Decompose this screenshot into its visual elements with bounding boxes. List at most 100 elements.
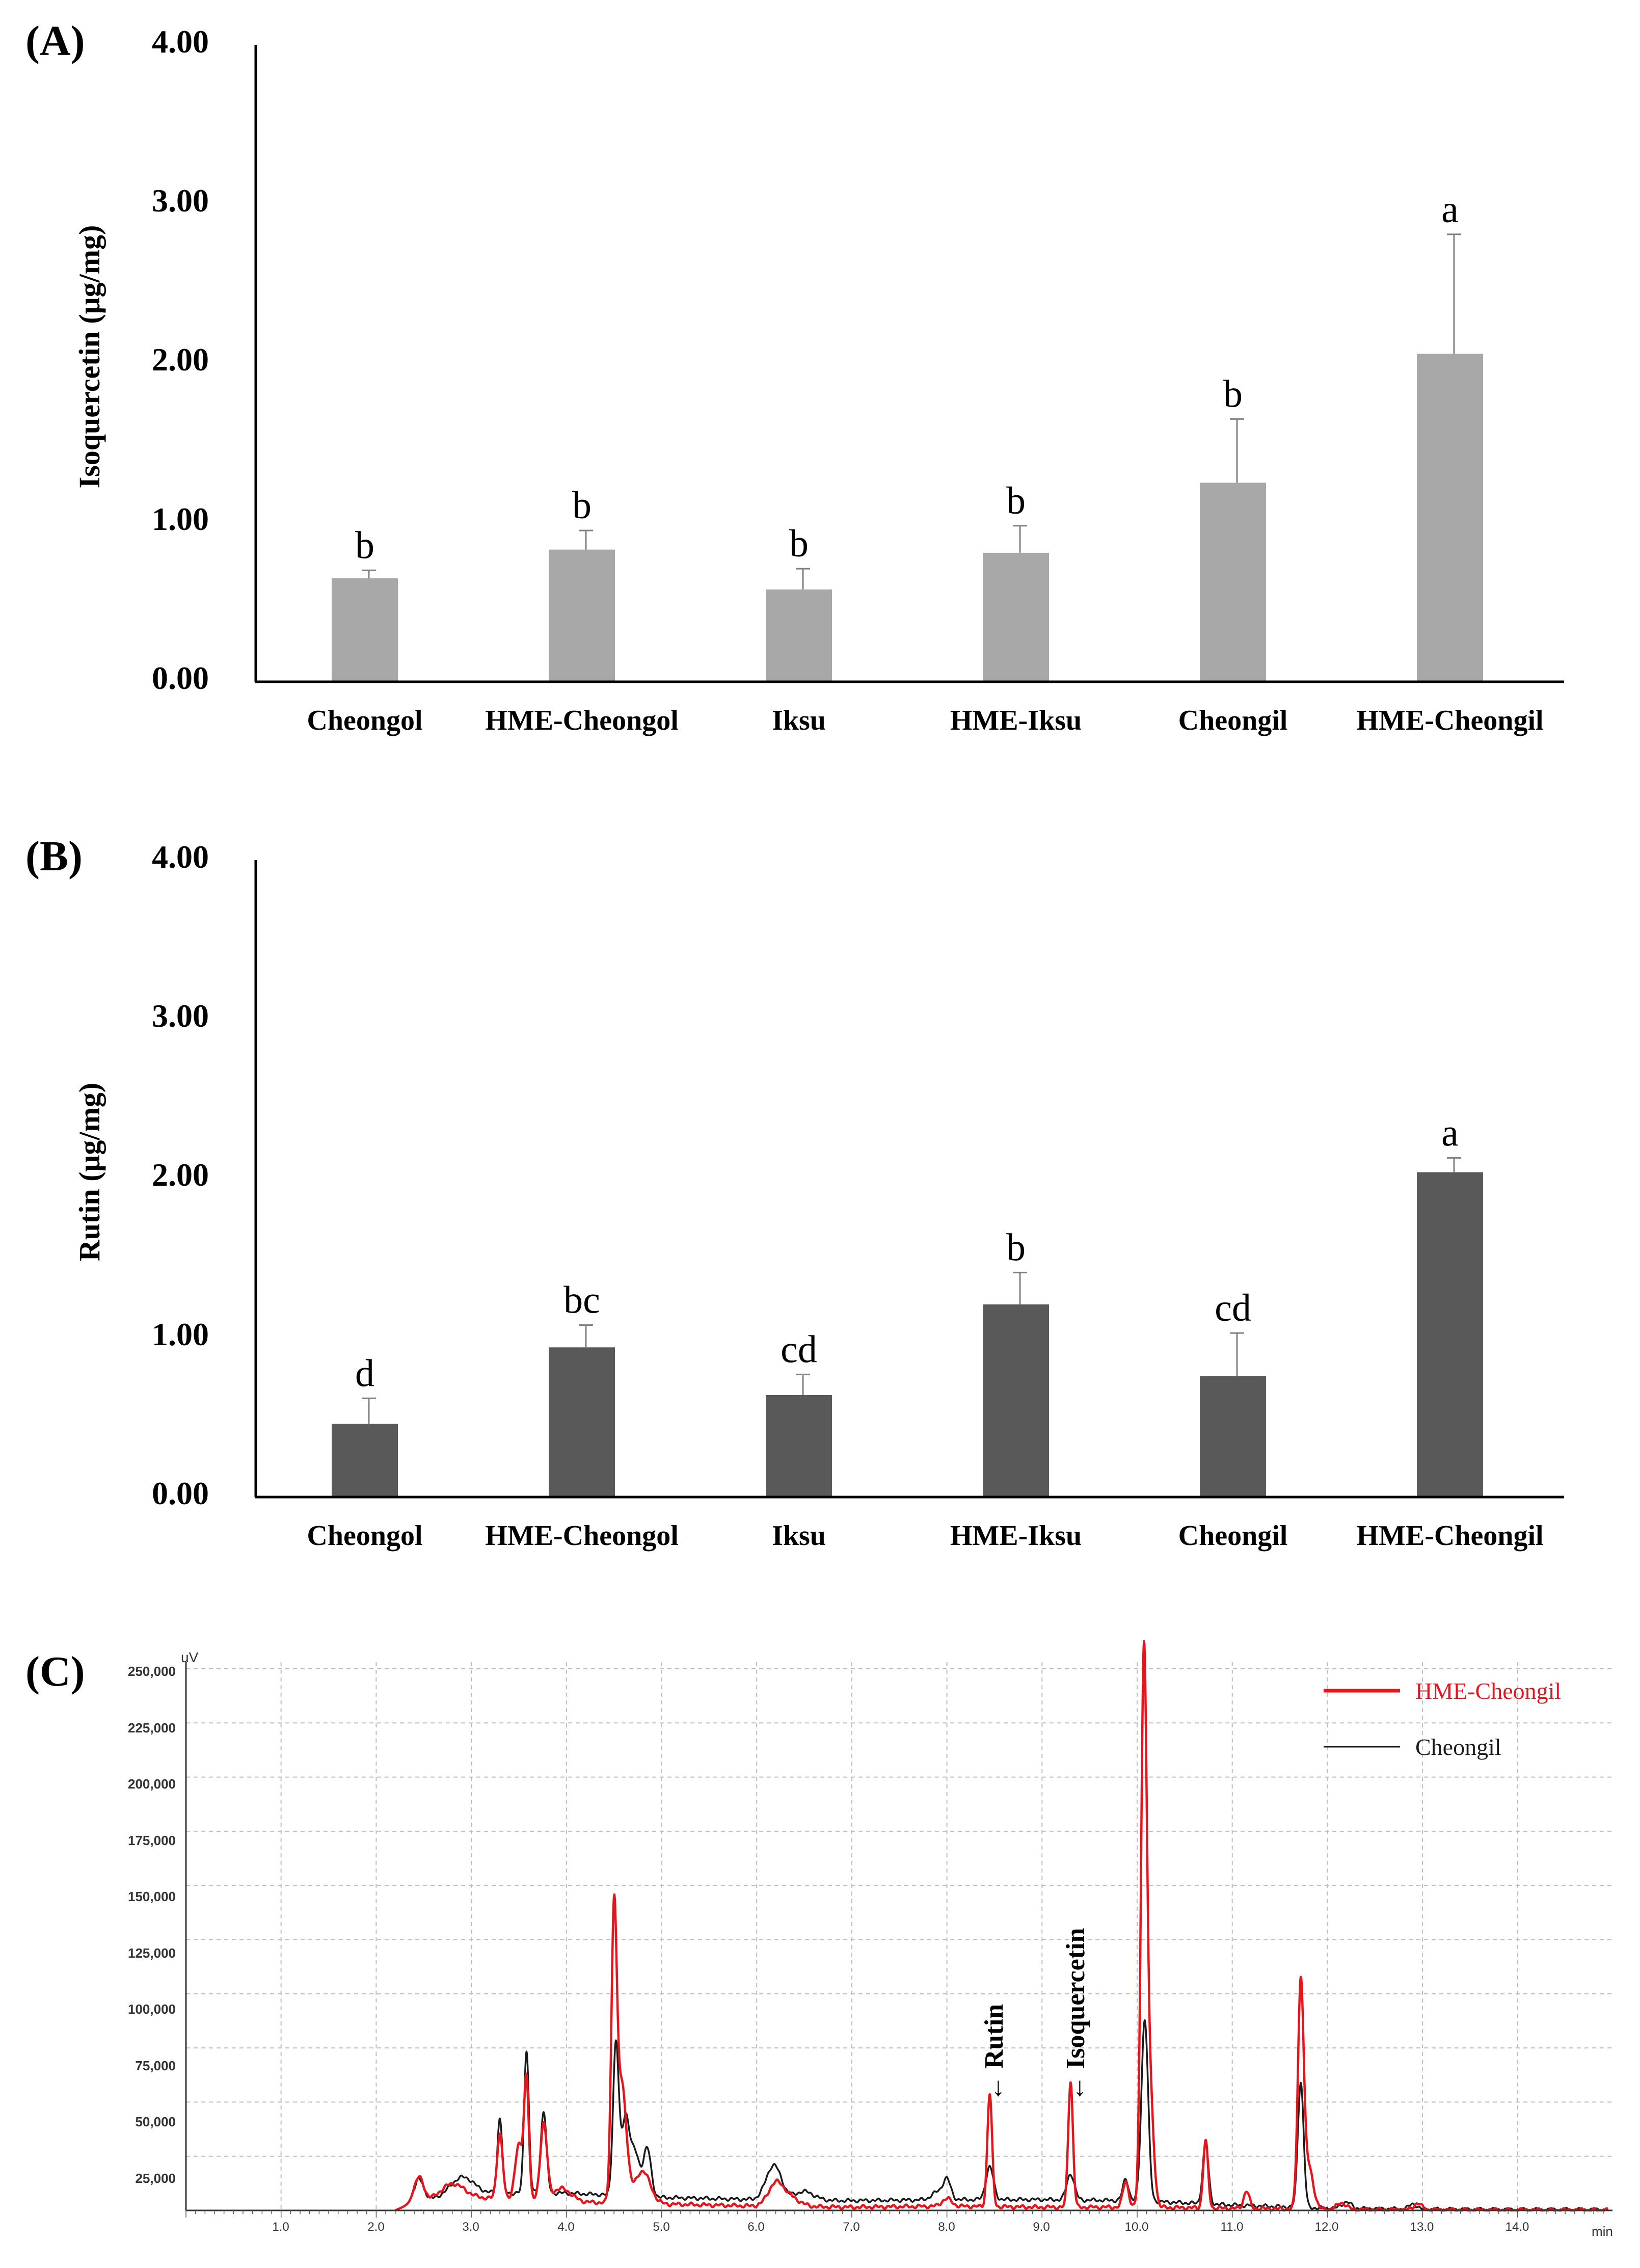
panel-b-xtick-4: Cheongil (1178, 1520, 1288, 1552)
panel-b-yticks: 0.00 1.00 2.00 3.00 4.00 (152, 839, 209, 1511)
panel-c-ytick-3: 100,000 (128, 2002, 176, 2017)
panel-b-letter-3: b (1006, 1226, 1026, 1269)
panel-b-letter-2: cd (781, 1328, 817, 1371)
panel-c-xtick-11: 12.0 (1315, 2220, 1339, 2234)
panel-c-xtick-3: 4.0 (557, 2220, 574, 2234)
panel-b-xtick-1: HME-Cheongol (485, 1520, 679, 1552)
panel-b-bar-3 (983, 1304, 1049, 1497)
panel-c-xticks: 1.0 2.0 3.0 4.0 5.0 6.0 7.0 8.0 9.0 10.0… (272, 2220, 1529, 2234)
panel-a-bar-2 (766, 589, 832, 682)
panel-c-annotation-isoquercetin: ← Isoquercetin (1061, 1928, 1090, 2102)
panel-a-letter-4: b (1223, 372, 1243, 415)
panel-c-xtick-9: 10.0 (1125, 2220, 1149, 2234)
panel-a-xtick-4: Cheongil (1178, 705, 1288, 736)
panel-a-bar-5 (1417, 354, 1483, 682)
panel-b-xtick-5: HME-Cheongil (1356, 1520, 1543, 1552)
panel-c-ytick-6: 175,000 (128, 1833, 176, 1848)
panel-b-ytick-2: 2.00 (152, 1157, 209, 1193)
panel-a-xticks: Cheongol HME-Cheongol Iksu HME-Iksu Cheo… (307, 705, 1543, 736)
panel-c-xtick-2: 3.0 (462, 2220, 479, 2234)
panel-a-bar-3 (983, 552, 1049, 682)
panel-a-ylabel: Isoquercetin (μg/mg) (73, 225, 106, 489)
panel-b-letter-0: d (355, 1352, 374, 1395)
panel-a-letters: b b b b b a (355, 188, 1459, 567)
panel-c-series-hme-cheongil-line (394, 1640, 1609, 2212)
panel-c-ytick-1: 50,000 (135, 2114, 176, 2129)
panel-b-letters: d bc cd b cd a (355, 1111, 1459, 1395)
panel-c-xtick-6: 7.0 (843, 2220, 859, 2234)
panel-a-letter-0: b (355, 524, 374, 567)
panel-c-ytick-2: 75,000 (135, 2058, 176, 2073)
panel-a-bar-1 (549, 549, 615, 682)
panel-c-label: (C) (25, 1648, 85, 1695)
panel-a-xtick-2: Iksu (772, 705, 826, 736)
panel-a-letter-1: b (572, 484, 592, 527)
panel-c-yticks: 25,000 50,000 75,000 100,000 125,000 150… (128, 1664, 176, 2186)
panel-c-annotation-rutin: ← Rutin (980, 2004, 1009, 2102)
panel-a-bar-0 (332, 578, 398, 682)
panel-c-xtick-7: 8.0 (938, 2220, 955, 2234)
panel-b-ylabel: Rutin (μg/mg) (73, 1083, 106, 1261)
panel-b-letter-1: bc (563, 1279, 600, 1322)
panel-a-label: (A) (25, 17, 85, 65)
panel-c-ytick-5: 150,000 (128, 1889, 176, 1904)
panel-a-ytick-4: 4.00 (152, 23, 209, 60)
panel-b-bar-0 (332, 1424, 398, 1497)
panel-a-ytick-0: 0.00 (152, 660, 209, 696)
panel-a-letter-5: a (1441, 188, 1459, 231)
panel-c-ytick-0: 25,000 (135, 2171, 176, 2186)
panel-b-ytick-0: 0.00 (152, 1475, 209, 1511)
panel-c-xtick-13: 14.0 (1505, 2220, 1529, 2234)
panel-c-y-unit: uV (181, 1649, 199, 1665)
panel-c-ytick-8: 225,000 (128, 1720, 176, 1736)
panel-b-xtick-3: HME-Iksu (950, 1520, 1082, 1552)
panel-c-xtick-8: 9.0 (1033, 2220, 1050, 2234)
panel-b-bar-5 (1417, 1172, 1483, 1497)
panel-c-ytick-9: 250,000 (128, 1664, 176, 1679)
panel-c-legend-label-hme-cheongil: HME-Cheongil (1415, 1678, 1561, 1704)
panel-a-xtick-5: HME-Cheongil (1356, 705, 1543, 736)
panel-a-bar-4 (1200, 483, 1266, 682)
panel-a-xtick-0: Cheongol (307, 705, 422, 736)
panel-c-legend-label-cheongil: Cheongil (1415, 1734, 1501, 1760)
panel-b-label: (B) (25, 833, 83, 880)
panel-c-x-unit: min (1592, 2224, 1613, 2239)
panel-b: (B) Rutin (μg/mg) 0.00 1.00 2.00 3.00 4.… (25, 833, 1564, 1552)
panel-a: (A) Isoquercetin (μg/mg) 0.00 1.00 2.00 … (25, 17, 1564, 736)
panel-b-xticks: Cheongol HME-Cheongol Iksu HME-Iksu Cheo… (307, 1520, 1543, 1552)
panel-c-xtick-4: 5.0 (653, 2220, 669, 2234)
panel-b-bar-1 (549, 1347, 615, 1497)
panel-c-legend: HME-Cheongil Cheongil (1324, 1678, 1561, 1760)
panel-c-gridlines (186, 1662, 1612, 2210)
panel-c-ytick-7: 200,000 (128, 1776, 176, 1792)
panel-a-ytick-1: 1.00 (152, 501, 209, 537)
panel-a-ytick-3: 3.00 (152, 182, 209, 219)
panel-b-bar-2 (766, 1395, 832, 1497)
panel-b-letter-5: a (1441, 1111, 1459, 1154)
panel-a-yticks: 0.00 1.00 2.00 3.00 4.00 (152, 23, 209, 696)
panel-a-bars (332, 233, 1483, 682)
panel-c-xtick-0: 1.0 (272, 2220, 289, 2234)
panel-a-xtick-3: HME-Iksu (950, 705, 1082, 736)
panel-c-ytick-4: 125,000 (128, 1945, 176, 1961)
panel-b-xtick-0: Cheongol (307, 1520, 422, 1552)
panel-c-xtick-12: 13.0 (1410, 2220, 1434, 2234)
panel-c-minor-ticks (185, 2210, 1604, 2218)
panel-b-bar-4 (1200, 1376, 1266, 1497)
panel-c-series-cheongil-line (394, 2019, 1609, 2211)
panel-b-letter-4: cd (1215, 1287, 1251, 1329)
panel-b-ytick-1: 1.00 (152, 1316, 209, 1352)
panel-b-ytick-4: 4.00 (152, 839, 209, 875)
panel-b-bars (332, 1157, 1483, 1497)
panel-b-xtick-2: Iksu (772, 1520, 826, 1552)
panel-a-ytick-2: 2.00 (152, 341, 209, 378)
panel-c-xtick-10: 11.0 (1221, 2220, 1244, 2234)
panel-c-xtick-1: 2.0 (367, 2220, 384, 2234)
panel-a-letter-2: b (789, 522, 809, 565)
panel-a-xtick-1: HME-Cheongol (485, 705, 679, 736)
panel-c-xtick-5: 6.0 (747, 2220, 764, 2234)
panel-c: (C) uV min 25,000 50,000 75,000 100,000 … (25, 1640, 1613, 2239)
panel-a-letter-3: b (1006, 479, 1026, 522)
